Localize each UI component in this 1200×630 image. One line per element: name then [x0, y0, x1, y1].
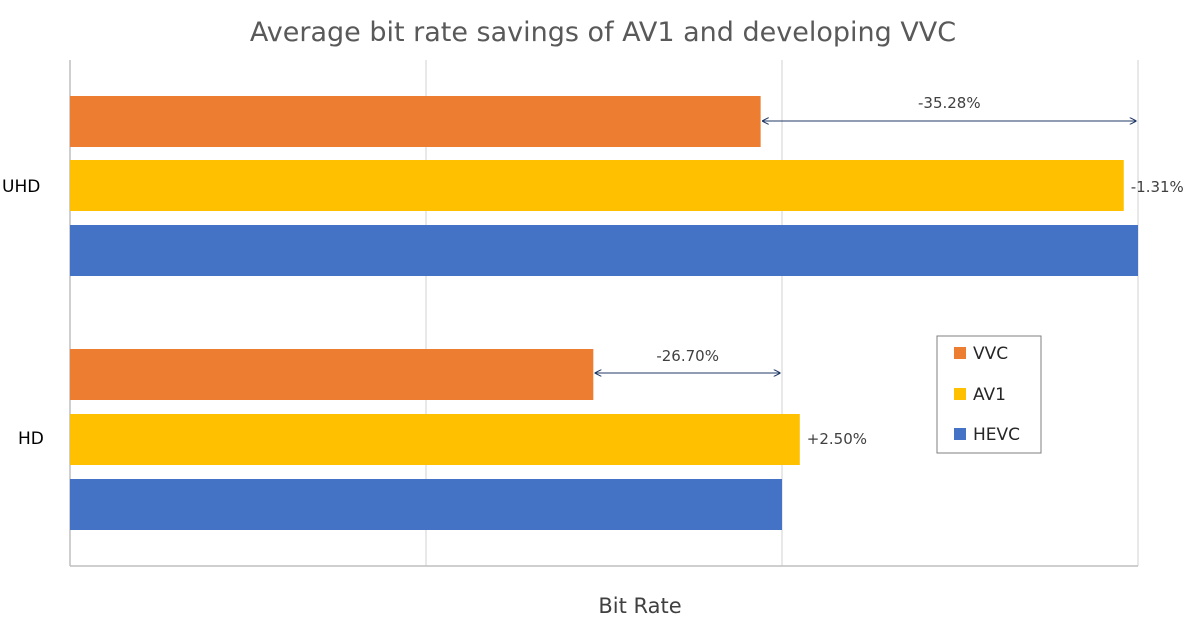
bars: [70, 96, 1138, 530]
bar-hd-av1: [70, 414, 800, 465]
bar-uhd-vvc: [70, 96, 761, 147]
annotations: -35.28% -1.31% -26.70% +2.50%: [595, 94, 1184, 448]
chart-title: Average bit rate savings of AV1 and deve…: [250, 17, 956, 48]
legend-label-hevc: HEVC: [973, 425, 1020, 445]
bar-hd-hevc: [70, 479, 782, 530]
legend: VVC AV1 HEVC: [936, 335, 1042, 454]
legend-label-vvc: VVC: [973, 344, 1008, 364]
category-label-hd: HD: [18, 429, 44, 449]
hd-av1-savings-label: +2.50%: [807, 430, 867, 448]
bar-uhd-hevc: [70, 225, 1138, 276]
legend-swatch-vvc: [954, 347, 966, 359]
legend-swatch-av1: [954, 388, 966, 400]
category-label-uhd: UHD: [2, 177, 40, 197]
x-axis-title: Bit Rate: [598, 594, 681, 618]
bar-hd-vvc: [70, 349, 594, 400]
uhd-av1-savings-label: -1.31%: [1131, 178, 1184, 196]
legend-label-av1: AV1: [973, 385, 1006, 405]
legend-swatch-hevc: [954, 428, 966, 440]
uhd-vvc-savings-label: -35.28%: [918, 94, 981, 112]
hd-vvc-savings-label: -26.70%: [656, 347, 719, 365]
bar-uhd-av1: [70, 160, 1124, 211]
